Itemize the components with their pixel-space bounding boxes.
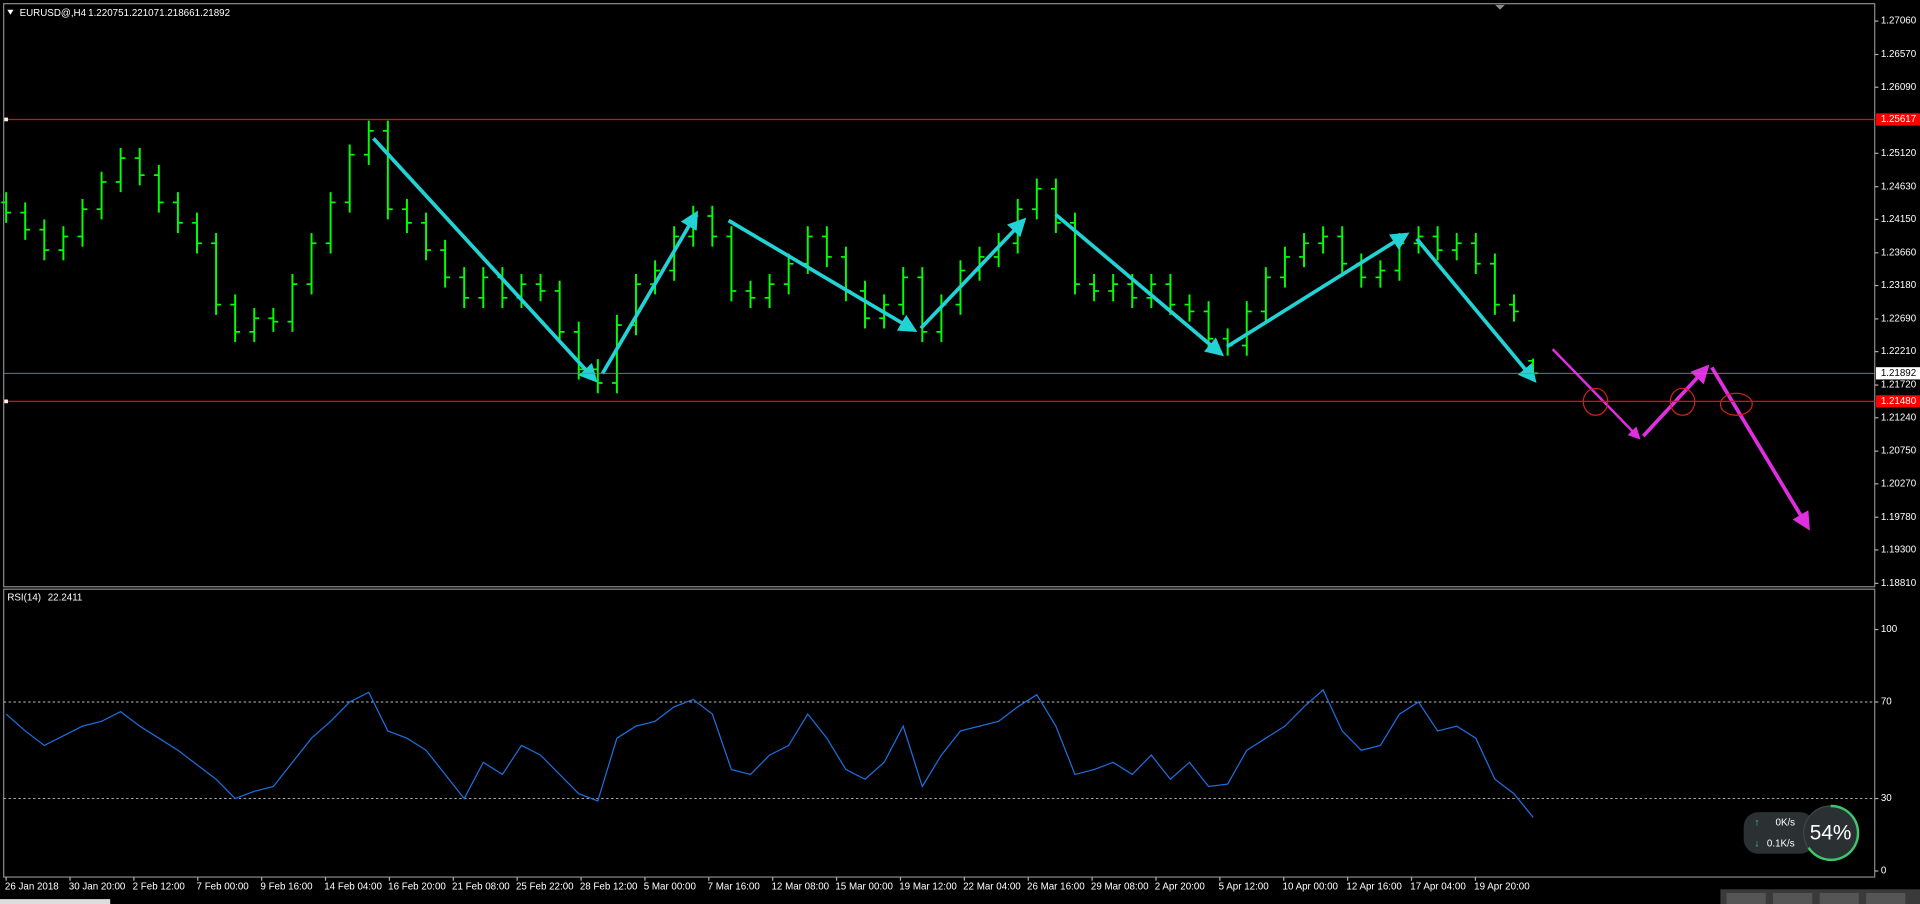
circle	[1719, 392, 1753, 416]
y-tick-label: 1.23660	[1881, 247, 1917, 258]
level-handle	[4, 399, 8, 404]
price-label-box	[1875, 367, 1920, 380]
x-tick-label: 28 Feb 12:00	[580, 881, 638, 892]
x-tick-label: 19 Mar 12:00	[899, 881, 957, 892]
arrow	[1641, 364, 1710, 438]
arrow	[1054, 212, 1224, 357]
y-tick-label: 1.24150	[1881, 214, 1917, 225]
level-handle	[4, 117, 8, 122]
y-tick-label: 1.21240	[1881, 412, 1917, 423]
tab	[1866, 892, 1906, 904]
x-tick-label: 19 Apr 20:00	[1474, 881, 1530, 892]
drawings	[372, 137, 1810, 531]
x-tick-label: 12 Apr 16:00	[1346, 881, 1402, 892]
menu-triangle	[7, 9, 14, 15]
y-tick-label: 1.26090	[1881, 82, 1917, 93]
arrow	[372, 137, 598, 383]
tab	[0, 899, 111, 904]
widget-ring	[1807, 804, 1860, 862]
cpu-percent: 54%	[1810, 822, 1852, 845]
y-tick-label: 1.23180	[1881, 280, 1917, 291]
download-speed: 0.1K/s	[1767, 839, 1795, 850]
x-tick-label: 2 Feb 12:00	[133, 881, 186, 892]
upload-speed: 0K/s	[1776, 818, 1796, 829]
x-tick-label: 7 Mar 16:00	[708, 881, 761, 892]
x-tick-label: 5 Apr 12:00	[1219, 881, 1270, 892]
last-low: 1.21866	[159, 8, 195, 19]
x-tick-label: 2 Apr 20:00	[1155, 881, 1206, 892]
last-high: 1.22107	[124, 8, 159, 19]
last-close: 1.21892	[195, 8, 230, 19]
x-tick-label: 10 Apr 00:00	[1283, 881, 1339, 892]
x-tick-label: 21 Feb 08:00	[452, 881, 510, 892]
up-icon: ↑	[1755, 818, 1760, 829]
y-tick-label: 30	[1881, 793, 1892, 804]
x-tick-label: 25 Feb 22:00	[516, 881, 574, 892]
x-tick-label: 12 Mar 08:00	[771, 881, 829, 892]
arrow	[600, 210, 698, 375]
x-tick-label: 29 Mar 08:00	[1091, 881, 1149, 892]
symbol-title: EURUSD@,H4	[20, 8, 87, 19]
y-tick-label: 1.19780	[1881, 512, 1917, 523]
rsi-line	[5, 688, 1534, 818]
y-tick-label: 1.27060	[1881, 16, 1917, 27]
y-tick-label: 70	[1881, 697, 1892, 708]
last-open: 1.22075	[88, 8, 124, 19]
x-tick-label: 26 Jan 2018	[5, 881, 59, 892]
y-tick-label: 1.26570	[1881, 49, 1917, 60]
level-label-box	[1875, 395, 1920, 408]
y-tick-label: 1.20270	[1881, 478, 1917, 489]
arrow	[1551, 348, 1641, 440]
arrow	[727, 218, 918, 333]
y-tick-label: 1.22210	[1881, 346, 1917, 357]
price-label: 1.21892	[1881, 368, 1916, 379]
x-tick-label: 15 Mar 00:00	[835, 881, 893, 892]
rsi-title: RSI(14)	[7, 592, 41, 603]
level-label: 1.25617	[1881, 114, 1916, 125]
bottom-tabs	[0, 889, 1920, 904]
tab	[1773, 892, 1813, 904]
arrow	[919, 217, 1027, 330]
arrow	[1225, 232, 1410, 349]
tab	[1726, 892, 1766, 904]
x-tick-label: 26 Mar 16:00	[1027, 881, 1085, 892]
x-tick-label: 22 Mar 04:00	[963, 881, 1021, 892]
arrow	[1710, 366, 1810, 531]
y-tick-label: 1.21720	[1881, 380, 1917, 391]
widget-box	[1743, 812, 1815, 854]
down-icon: ↓	[1755, 839, 1760, 850]
x-tick-label: 30 Jan 20:00	[69, 881, 126, 892]
x-tick-label: 16 Feb 20:00	[388, 881, 446, 892]
y-tick-label: 1.25120	[1881, 148, 1917, 159]
y-tick-label: 0	[1881, 866, 1887, 877]
y-tick-label: 1.24630	[1881, 181, 1917, 192]
x-tick-label: 14 Feb 04:00	[324, 881, 382, 892]
y-tick-label: 1.22690	[1881, 314, 1917, 325]
rsi-last: 22.2411	[48, 592, 83, 603]
tab	[1819, 892, 1859, 904]
x-tick-label: 5 Mar 00:00	[644, 881, 697, 892]
y-tick-label: 1.18810	[1881, 578, 1917, 589]
x-tick-label: 7 Feb 00:00	[197, 881, 250, 892]
y-tick-label: 100	[1881, 624, 1898, 635]
x-tick-label: 9 Feb 16:00	[260, 881, 313, 892]
projection-arrows	[1551, 348, 1810, 531]
y-tick-label: 1.19300	[1881, 545, 1917, 556]
net-widget: ↑ ↓ 0K/s 0.1K/s 54%	[1743, 804, 1860, 862]
y-tick-label: 1.20750	[1881, 446, 1917, 457]
rsi-panel	[3, 588, 1876, 878]
shift-marker	[1495, 4, 1505, 10]
arrow	[1415, 237, 1537, 383]
trend-arrows	[372, 137, 1537, 383]
price-panel	[3, 3, 1876, 588]
x-tick-label: 17 Apr 04:00	[1410, 881, 1466, 892]
level-label: 1.21480	[1881, 396, 1917, 407]
level-label-box	[1875, 113, 1920, 126]
